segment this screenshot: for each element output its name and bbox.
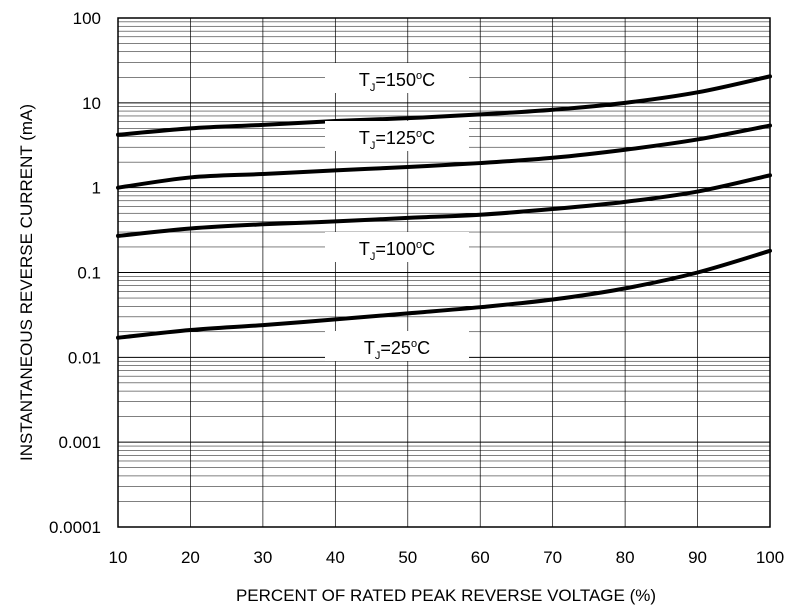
x-tick-label: 100	[756, 548, 784, 567]
series-lines	[116, 74, 772, 340]
series-label: TJ=125oC	[359, 128, 435, 152]
y-axis-title: INSTANTANEOUS REVERSE CURRENT (mA)	[17, 104, 36, 461]
series-labels: TJ=150oC TJ=125oC TJ=100oC TJ=25oC	[325, 63, 469, 362]
y-tick-label: 0.001	[58, 433, 101, 452]
x-tick-label: 20	[181, 548, 200, 567]
series-label-background	[325, 121, 469, 151]
y-tick-label: 10	[82, 94, 101, 113]
y-tick-label: 1	[92, 179, 101, 198]
x-axis-title: PERCENT OF RATED PEAK REVERSE VOLTAGE (%…	[236, 586, 656, 605]
y-tick-label: 0.1	[77, 264, 101, 283]
series-label: TJ=150oC	[359, 70, 435, 94]
series-label-background	[325, 331, 469, 361]
series-label: TJ=100oC	[359, 239, 435, 263]
series-label-background	[325, 232, 469, 262]
major-gridlines	[117, 17, 771, 528]
x-tick-label: 30	[253, 548, 272, 567]
x-tick-label: 70	[543, 548, 562, 567]
y-tick-label: 100	[73, 9, 101, 28]
x-tick-label: 80	[616, 548, 635, 567]
x-tick-label: 40	[326, 548, 345, 567]
series-line	[116, 173, 772, 238]
plot-frame	[117, 17, 771, 528]
y-tick-labels: 0.0001 0.001 0.01 0.1 1 10 100	[49, 9, 101, 537]
series-line	[116, 123, 772, 190]
y-tick-label: 0.0001	[49, 518, 101, 537]
x-tick-label: 10	[109, 548, 128, 567]
series-line	[116, 74, 772, 137]
x-tick-label: 50	[398, 548, 417, 567]
x-tick-label: 90	[688, 548, 707, 567]
y-tick-label: 0.01	[68, 348, 101, 367]
series-label-background	[325, 63, 469, 93]
x-tick-label: 60	[471, 548, 490, 567]
series-line	[116, 248, 772, 340]
series-label: TJ=25oC	[364, 338, 430, 362]
x-tick-labels: 10 20 30 40 50 60 70 80 90 100	[109, 548, 785, 567]
